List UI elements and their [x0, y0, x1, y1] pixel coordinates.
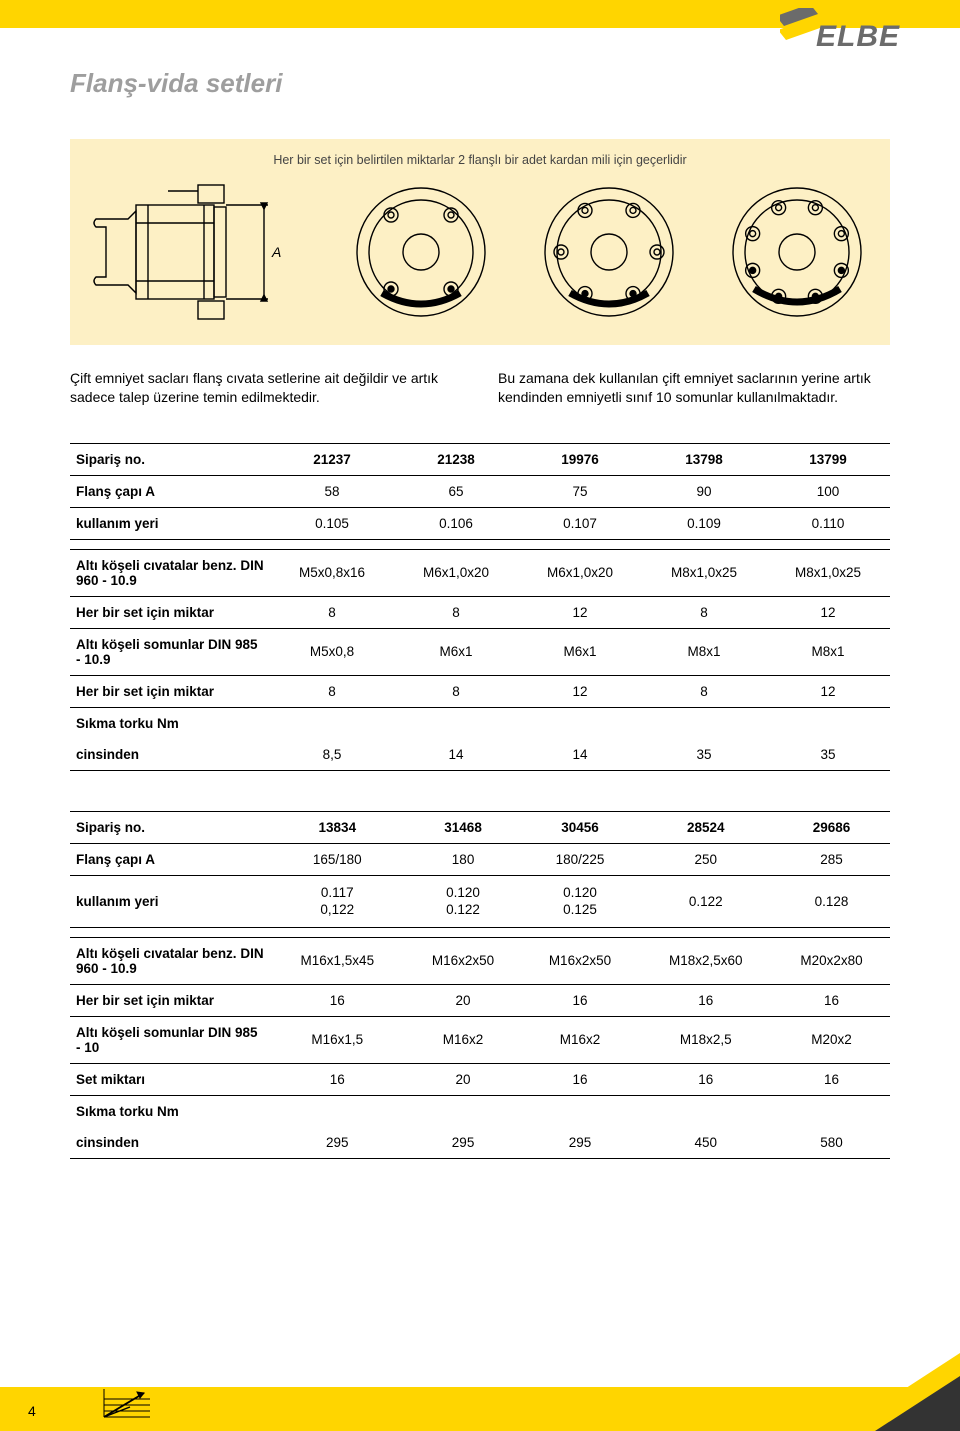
intro-left: Çift emniyet sacları flanş cıvata setler… — [70, 369, 462, 407]
page-number: 4 — [28, 1403, 36, 1419]
diagram-caption: Her bir set için belirtilen miktarlar 2 … — [88, 153, 872, 167]
footer-corner-dark — [875, 1376, 960, 1431]
axis-arrow-icon — [100, 1387, 155, 1423]
flange-4bolt-icon — [346, 177, 496, 327]
page-footer: 4 — [0, 1346, 960, 1431]
yoke-drawing-icon: A — [88, 177, 308, 327]
diagrams-row: A — [88, 177, 872, 327]
spec-table-2: Sipariş no. 13834 31468 30456 28524 2968… — [70, 811, 890, 1159]
page-title: Flanş-vida setleri — [70, 68, 960, 99]
svg-text:ELBE: ELBE — [816, 20, 900, 53]
intro-text: Çift emniyet sacları flanş cıvata setler… — [70, 369, 890, 407]
diagram-panel: Her bir set için belirtilen miktarlar 2 … — [70, 139, 890, 345]
th-order-no: Sipariş no. — [70, 443, 270, 475]
flange-6bolt-icon — [534, 177, 684, 327]
svg-text:A: A — [271, 244, 281, 260]
brand-logo: ELBE — [760, 8, 920, 63]
flange-8bolt-icon — [722, 177, 872, 327]
intro-right: Bu zamana dek kullanılan çift emniyet sa… — [498, 369, 890, 407]
spec-table-1: Sipariş no. 21237 21238 19976 13798 1379… — [70, 443, 890, 771]
